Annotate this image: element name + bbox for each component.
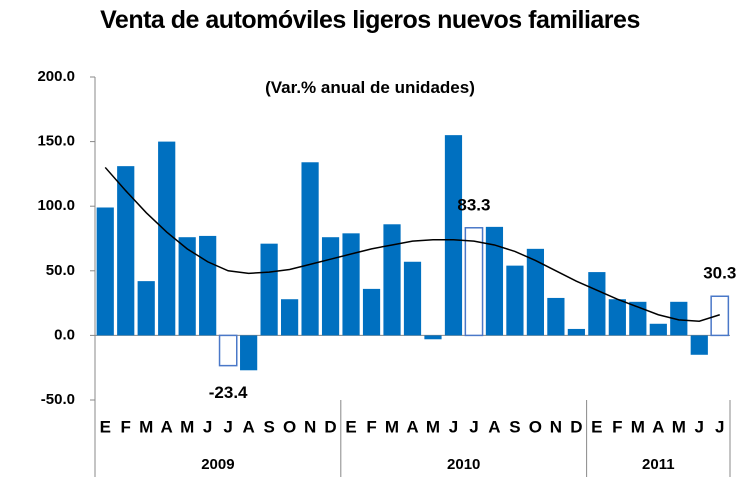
chart-subtitle: (Var.% anual de unidades) — [265, 78, 475, 97]
x-tick-label: E — [345, 417, 356, 436]
data-label: 83.3 — [457, 195, 490, 214]
bar — [526, 248, 545, 336]
x-tick-label: M — [672, 417, 686, 436]
x-tick-label: J — [223, 417, 232, 436]
y-tick-label: 100.0 — [37, 197, 75, 214]
bar — [649, 323, 667, 336]
bar — [588, 272, 606, 336]
bar — [321, 237, 340, 336]
bar — [424, 335, 442, 340]
y-tick-label: 50.0 — [46, 262, 75, 279]
bar — [567, 328, 585, 336]
x-tick-label: J — [715, 417, 724, 436]
bar — [608, 299, 626, 336]
bar — [670, 301, 688, 336]
bar — [690, 335, 708, 355]
bar — [547, 297, 565, 336]
chart-title: Venta de automóviles ligeros nuevos fami… — [100, 6, 640, 34]
y-tick-label: -50.0 — [41, 391, 75, 408]
group-label: 2011 — [642, 456, 675, 473]
bar — [444, 135, 463, 336]
x-tick-label: M — [631, 417, 645, 436]
x-tick-label: S — [509, 417, 520, 436]
data-label: -23.4 — [209, 383, 248, 402]
trend-line — [104, 166, 720, 322]
x-tick-label: E — [100, 417, 111, 436]
x-tick-label: S — [263, 417, 274, 436]
x-tick-label: J — [449, 417, 458, 436]
x-tick-label: M — [385, 417, 399, 436]
bar — [464, 227, 484, 337]
bar — [629, 301, 647, 336]
x-tick-label: A — [242, 417, 254, 436]
bar — [178, 237, 196, 336]
x-tick-label: E — [591, 417, 602, 436]
y-tick-label: 200.0 — [37, 68, 75, 85]
x-tick-label: F — [121, 417, 131, 436]
bar — [301, 162, 319, 336]
x-tick-label: D — [324, 417, 336, 436]
bar — [280, 299, 299, 336]
data-label: 30.3 — [703, 264, 736, 283]
x-tick-label: N — [304, 417, 316, 436]
x-tick-label: F — [366, 417, 376, 436]
bar — [342, 233, 360, 336]
group-label: 2010 — [447, 456, 480, 473]
bar — [710, 295, 730, 337]
x-tick-label: M — [180, 417, 194, 436]
x-tick-label: M — [139, 417, 153, 436]
bar — [158, 141, 176, 336]
bar — [240, 335, 258, 371]
x-tick-label: O — [529, 417, 542, 436]
bar — [260, 243, 278, 336]
x-tick-label: A — [488, 417, 500, 436]
x-tick-label: O — [283, 417, 296, 436]
x-tick-label: D — [570, 417, 582, 436]
x-tick-label: J — [695, 417, 704, 436]
bar — [485, 226, 504, 336]
x-tick-label: J — [203, 417, 212, 436]
bar — [96, 207, 114, 336]
x-tick-label: A — [406, 417, 418, 436]
x-tick-label: N — [550, 417, 562, 436]
bar — [362, 288, 381, 336]
x-tick-label: F — [612, 417, 622, 436]
x-tick-label: A — [161, 417, 173, 436]
bar — [137, 281, 155, 336]
x-tick-label: A — [652, 417, 664, 436]
bar — [117, 166, 135, 336]
bar — [218, 334, 238, 367]
bar — [199, 235, 217, 336]
x-tick-label: M — [426, 417, 440, 436]
bar — [403, 261, 422, 336]
y-tick-label: 0.0 — [54, 326, 75, 343]
bar — [383, 224, 401, 336]
y-tick-label: 150.0 — [37, 133, 75, 150]
x-tick-label: J — [469, 417, 478, 436]
bar — [506, 265, 524, 336]
group-label: 2009 — [201, 456, 234, 473]
